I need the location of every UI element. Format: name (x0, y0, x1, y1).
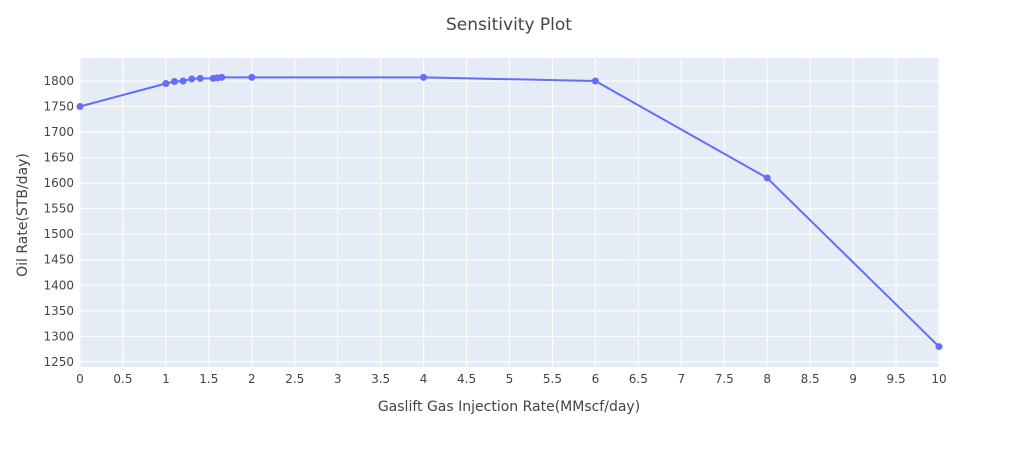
y-axis-title: Oil Rate(STB/day) (15, 153, 31, 277)
x-tick-label: 9.5 (887, 372, 906, 386)
x-tick-label: 1.5 (199, 372, 218, 386)
x-tick-label: 3 (334, 372, 342, 386)
data-point[interactable] (935, 343, 943, 351)
x-tick-label: 0.5 (113, 372, 132, 386)
x-tick-label: 4.5 (457, 372, 476, 386)
x-tick-label: 3.5 (371, 372, 390, 386)
y-tick-label: 1700 (43, 125, 74, 139)
series-points (76, 73, 943, 351)
x-tick-label: 5 (506, 372, 514, 386)
x-tick-label: 6.5 (629, 372, 648, 386)
data-point[interactable] (196, 74, 204, 82)
data-point[interactable] (170, 77, 178, 85)
data-point[interactable] (218, 73, 226, 81)
data-point[interactable] (76, 103, 84, 111)
data-point[interactable] (162, 80, 170, 88)
y-tick-label: 1500 (43, 227, 74, 241)
y-tick-label: 1650 (43, 151, 74, 165)
y-tick-label: 1300 (43, 329, 74, 343)
x-tick-label: 7 (677, 372, 685, 386)
y-tick-label: 1600 (43, 176, 74, 190)
data-point[interactable] (188, 75, 196, 83)
y-tick-label: 1450 (43, 253, 74, 267)
y-tick-label: 1400 (43, 278, 74, 292)
chart-title: Sensitivity Plot (446, 15, 572, 35)
data-point[interactable] (420, 73, 428, 81)
data-point[interactable] (248, 73, 256, 81)
data-point[interactable] (591, 77, 599, 85)
y-tick-label: 1800 (43, 74, 74, 88)
x-tick-label: 9 (849, 372, 857, 386)
x-tick-label: 0 (76, 372, 84, 386)
y-axis-ticks: 1250 1300 1350 1400 1450 1500 1550 1600 1650 1700… (43, 74, 74, 369)
y-tick-label: 1550 (43, 202, 74, 216)
x-tick-label: 2 (248, 372, 256, 386)
x-tick-label: 8.5 (801, 372, 820, 386)
x-tick-label: 7.5 (715, 372, 734, 386)
x-tick-label: 5.5 (543, 372, 562, 386)
gridlines (79, 58, 940, 367)
y-tick-label: 1750 (43, 100, 74, 114)
x-tick-label: 10 (931, 372, 946, 386)
x-axis-ticks: 0 0.5 1 1.5 2 2.5 3 3.5 4 4.5 5 5.5 6 6.5 7 7.5 8 8.5 9 9.5… (76, 372, 946, 386)
y-tick-label: 1250 (43, 355, 74, 369)
x-tick-label: 4 (420, 372, 428, 386)
x-tick-label: 8 (763, 372, 771, 386)
x-axis-title: Gaslift Gas Injection Rate(MMscf/day) (378, 399, 640, 415)
x-tick-label: 1 (162, 372, 170, 386)
x-tick-label: 6 (592, 372, 600, 386)
x-tick-label: 2.5 (285, 372, 304, 386)
data-point[interactable] (179, 77, 187, 85)
data-point[interactable] (763, 174, 771, 182)
y-tick-label: 1350 (43, 304, 74, 318)
